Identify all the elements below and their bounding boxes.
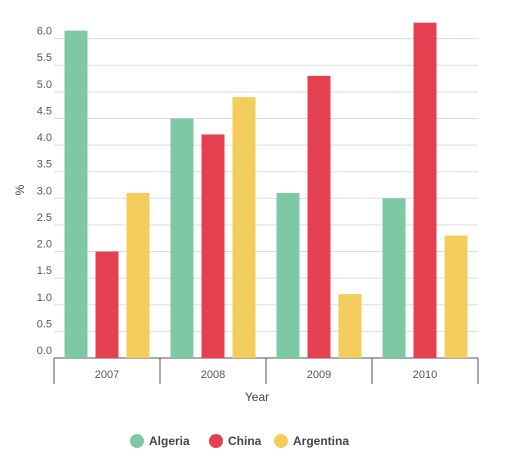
x-tick-label: 2010 [413,369,437,381]
legend-label-china: China [228,434,262,448]
y-tick-label: 6.0 [37,26,52,38]
y-tick-label: 1.5 [37,265,52,277]
y-tick-label: 5.0 [37,79,52,91]
x-tick-label: 2007 [95,369,119,381]
bar-argentina-2007 [126,192,150,358]
bar-algeria-2009 [276,192,300,358]
legend-marker-algeria [130,434,144,448]
bars [64,22,468,359]
y-axis-label: % [13,184,27,195]
x-tick-label: 2008 [201,369,225,381]
bar-china-2009 [307,75,331,358]
grid-lines [54,38,478,359]
legend-marker-china [209,434,223,448]
bar-algeria-2010 [382,198,406,358]
y-tick-label: 1.0 [37,292,52,304]
legend-marker-argentina [274,434,288,448]
y-tick-label: 5.5 [37,52,52,64]
bar-argentina-2008 [232,97,256,359]
legend-label-algeria: Algeria [149,434,190,448]
y-tick-label: 4.0 [37,132,52,144]
legend-label-argentina: Argentina [293,434,349,448]
y-tick-label: 3.5 [37,159,52,171]
y-tick-label: 0.5 [37,318,52,330]
y-tick-label: 2.5 [37,212,52,224]
bar-argentina-2010 [444,235,468,358]
y-tick-label: 3.0 [37,185,52,197]
axes: 0.0 0.5 1.0 1.5 2.0 2.5 3.0 3.5 4.0 4.5 5.0 5.5 6.0 2… [37,26,479,384]
bar-algeria-2008 [170,118,194,358]
bar-china-2008 [201,134,225,358]
legend: Algeria China Argentina [130,434,349,448]
y-tick-label: 0.0 [37,345,52,357]
bar-china-2007 [95,251,119,358]
x-axis-label: Year [245,390,269,404]
bar-argentina-2009 [338,294,362,358]
y-tick-label: 4.5 [37,105,52,117]
x-tick-label: 2009 [307,369,331,381]
bar-algeria-2007 [64,30,88,359]
bar-china-2010 [413,22,437,359]
y-tick-label: 2.0 [37,239,52,251]
